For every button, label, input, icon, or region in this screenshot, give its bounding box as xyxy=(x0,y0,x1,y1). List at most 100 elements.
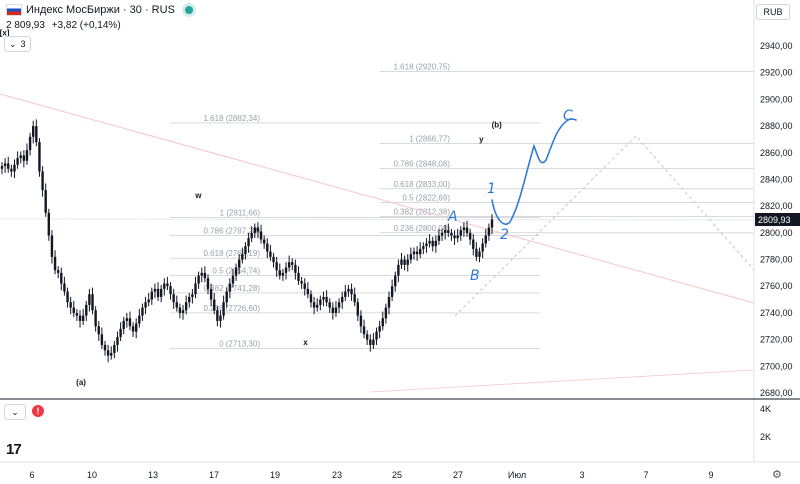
candle-body xyxy=(337,302,341,308)
candle-body xyxy=(440,232,444,236)
candle-body xyxy=(384,307,388,319)
candle-body xyxy=(184,302,188,311)
candle-body xyxy=(381,318,384,327)
price-axis[interactable]: 2680,00 2700,00 2720,00 2740,00 2760,00 2780,… xyxy=(760,41,793,398)
currency-label: RUB xyxy=(763,7,783,17)
price-tick-label: 2820,00 xyxy=(760,201,793,211)
candle-body xyxy=(91,294,94,311)
candle-body xyxy=(247,238,250,247)
candle-body xyxy=(412,251,416,255)
trend-line xyxy=(0,93,755,304)
candle-body xyxy=(428,240,431,244)
price-tick-label: 2860,00 xyxy=(760,148,793,158)
candle-body xyxy=(122,320,125,329)
price-tick-label: 2900,00 xyxy=(760,94,793,104)
time-axis[interactable]: 6 10 13 17 19 23 25 27 Июл 3 7 9 xyxy=(29,470,713,480)
fib-level-label: 1.618 (2920,75) xyxy=(394,63,451,72)
wave-label: (a) xyxy=(76,378,86,387)
candle-body xyxy=(16,158,19,165)
candle-body xyxy=(447,230,450,233)
candle-body xyxy=(200,272,203,276)
currency-selector[interactable]: RUB xyxy=(756,4,790,20)
candle-body xyxy=(13,164,16,172)
candle-body xyxy=(32,126,35,137)
fib-level-label: 0.382 (2741,28) xyxy=(204,284,261,293)
candle-body xyxy=(309,294,313,303)
candle-body xyxy=(75,312,79,316)
candle-body xyxy=(213,299,216,311)
time-tick-label: 19 xyxy=(270,470,280,480)
time-tick-label: Июл xyxy=(508,470,526,480)
candle-body xyxy=(144,302,147,308)
candle-body xyxy=(25,150,29,161)
candle-body xyxy=(106,350,110,356)
volume-tick-label: 2K xyxy=(760,432,771,442)
candle-body xyxy=(116,336,119,345)
candle-body xyxy=(459,230,462,236)
candle-body xyxy=(353,294,356,303)
candle-body xyxy=(297,272,300,281)
candle-body xyxy=(465,227,469,233)
candle-body xyxy=(103,344,107,351)
time-tick-label: 9 xyxy=(708,470,713,480)
price-tick-label: 2780,00 xyxy=(760,255,793,265)
fib-level-label: 0.618 (2833,00) xyxy=(394,180,451,189)
candle-body xyxy=(316,304,319,308)
candle-body xyxy=(88,294,91,305)
candle-body xyxy=(287,262,291,268)
candle-body xyxy=(431,240,434,247)
price-change: +3,82 (+0,14%) xyxy=(51,20,121,31)
candle-body xyxy=(97,326,100,335)
price-tick-label: 2720,00 xyxy=(760,335,793,345)
candle-body xyxy=(44,190,47,213)
fib-level-label: 0.5 (2822,69) xyxy=(402,194,450,203)
candle-body xyxy=(81,315,85,321)
candle-body xyxy=(294,264,297,273)
symbol-header[interactable]: Индекс МосБиржи · 30 · RUS xyxy=(6,4,193,16)
candle-body xyxy=(197,275,200,284)
indicators-toggle-button[interactable]: ⌄ 3 xyxy=(4,36,31,52)
fib-level-label: 1 (2811,66) xyxy=(220,208,261,217)
candle-body xyxy=(163,283,166,289)
candle-body xyxy=(406,259,409,265)
gear-icon[interactable]: ⚙ xyxy=(772,469,782,481)
candle-body xyxy=(203,272,207,279)
alert-icon[interactable]: ! xyxy=(32,405,44,417)
volume-pane-toggle-button[interactable]: ⌄ xyxy=(4,404,26,420)
candle-body xyxy=(481,243,484,252)
price-tick-label: 2800,00 xyxy=(760,228,793,238)
candle-body xyxy=(409,254,413,260)
candle-body xyxy=(278,270,281,276)
price-tick-label: 2920,00 xyxy=(760,68,793,78)
candle-body xyxy=(7,163,10,169)
candle-body xyxy=(131,326,135,332)
candle-body xyxy=(340,296,344,303)
fib-level-label: 0.236 (2800,00) xyxy=(394,224,451,233)
candle-body xyxy=(159,288,163,297)
candle-body xyxy=(269,251,272,257)
candle-body xyxy=(147,299,150,303)
candle-body xyxy=(472,239,475,249)
candle-body xyxy=(241,254,244,260)
candle-body xyxy=(234,267,238,276)
candle-body xyxy=(372,339,375,345)
candle-body xyxy=(128,318,132,327)
candle-body xyxy=(350,288,353,295)
volume-tick-label: 4K xyxy=(760,404,771,414)
candle-body xyxy=(419,248,422,255)
pen-annotation: C xyxy=(563,108,573,124)
wave-label: w xyxy=(194,191,202,200)
current-price-marker: 2809,93 xyxy=(755,213,800,226)
pen-annotation: B xyxy=(470,268,480,284)
candle-body xyxy=(35,126,38,143)
candle-body xyxy=(63,283,66,292)
candle-body xyxy=(138,315,141,324)
tradingview-logo[interactable]: 17 xyxy=(6,441,22,458)
reference-line xyxy=(0,218,755,221)
trend-line xyxy=(369,369,755,393)
candle-body xyxy=(462,227,466,231)
current-price-label: 2809,93 xyxy=(758,215,791,225)
candle-body xyxy=(209,288,213,300)
candle-body xyxy=(10,168,13,172)
